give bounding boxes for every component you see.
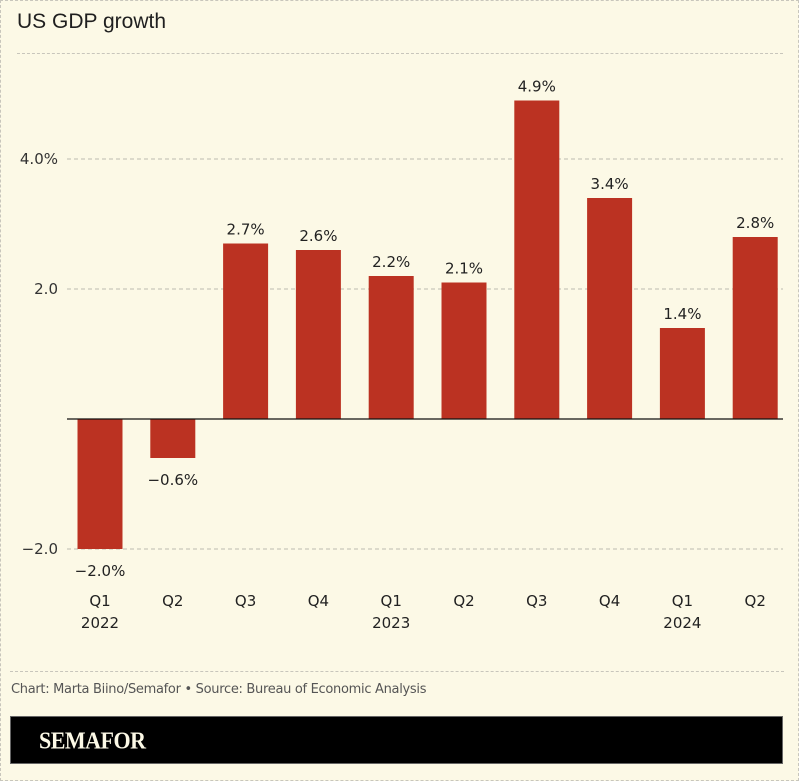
data-label: 2.7% [227, 221, 265, 239]
x-tick-year-label: 2023 [372, 614, 410, 632]
data-label: 3.4% [591, 175, 629, 193]
y-axis-ticks: 4.0% 2.0 −2.0 [20, 150, 58, 558]
bar [295, 250, 341, 419]
footer-divider [10, 671, 784, 672]
y-tick-label: 2.0 [34, 280, 58, 298]
y-tick-label: 4.0% [20, 150, 58, 168]
bar [150, 419, 196, 458]
x-tick-label: Q4 [599, 592, 620, 610]
bar [659, 328, 705, 419]
data-label: 2.6% [299, 227, 337, 245]
bar [732, 237, 778, 419]
data-labels: −2.0% −0.6% 2.7% 2.6% 2.2% 2.1% 4.9% 3.4% 1.4% 2.… [75, 78, 775, 581]
semafor-logo: SEMAFOR [39, 726, 146, 755]
data-label: 1.4% [663, 305, 701, 323]
x-tick-year-label: 2024 [663, 614, 701, 632]
bar [514, 100, 560, 419]
data-label: −2.0% [75, 562, 126, 580]
gridlines [67, 158, 783, 550]
x-tick-label: Q1 [672, 592, 693, 610]
y-tick-label: −2.0 [22, 540, 58, 558]
x-axis-labels: Q1 2022 Q2 Q3 Q4 Q1 2023 Q2 Q3 Q4 Q1 2024 Q2 [81, 592, 766, 632]
x-tick-label: Q3 [526, 592, 547, 610]
x-tick-label: Q4 [308, 592, 329, 610]
bar [441, 282, 487, 419]
data-label: 2.2% [372, 253, 410, 271]
x-tick-label: Q3 [235, 592, 256, 610]
data-label: 4.9% [518, 78, 556, 96]
bar [368, 276, 414, 419]
x-tick-label: Q1 [381, 592, 402, 610]
chart-title: US GDP growth [17, 10, 166, 33]
x-tick-label: Q1 [89, 592, 110, 610]
bar-chart: 4.0% 2.0 −2.0 −2.0% −0.6% 2.7% 2.6% 2.2% 2.1% 4.… [20, 78, 783, 632]
x-tick-label: Q2 [453, 592, 474, 610]
bar [587, 198, 633, 419]
bars [77, 100, 778, 549]
data-label: 2.1% [445, 260, 483, 278]
bar [77, 419, 123, 549]
data-label: −0.6% [147, 471, 198, 489]
data-label: 2.8% [736, 214, 774, 232]
bar [223, 243, 269, 419]
brand-bar: SEMAFOR [10, 716, 783, 764]
source-credit: Chart: Marta Biino/Semafor • Source: Bur… [11, 682, 427, 697]
x-tick-label: Q2 [745, 592, 766, 610]
x-tick-year-label: 2022 [81, 614, 119, 632]
title-divider [17, 53, 783, 54]
x-tick-label: Q2 [162, 592, 183, 610]
